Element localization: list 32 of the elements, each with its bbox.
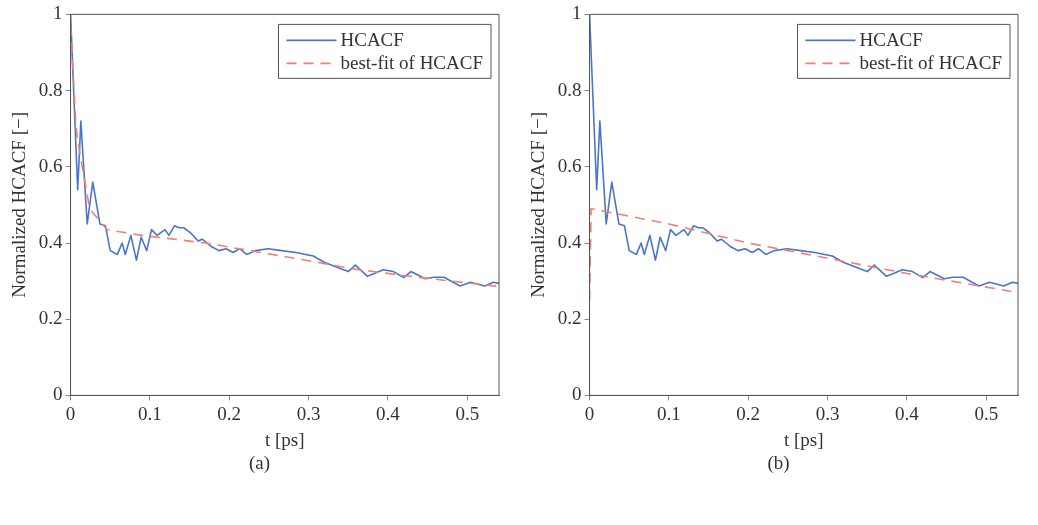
x-tick-label: 0.4 <box>376 402 401 424</box>
y-tick-label: 0.4 <box>38 230 64 252</box>
x-axis-title: t [ps] <box>783 428 824 450</box>
x-tick-label: 0.3 <box>815 402 840 424</box>
x-tick-label: 0.4 <box>895 402 920 424</box>
y-tick-label: 0.6 <box>557 154 582 176</box>
x-axis-title: t [ps] <box>264 428 305 450</box>
legend-label: best-fit of HCACF <box>859 52 1002 74</box>
x-tick-label: 0.2 <box>217 402 242 424</box>
y-tick-label: 1 <box>53 2 63 24</box>
x-tick-label: 0.3 <box>296 402 321 424</box>
legend-label: HCACF <box>340 29 404 51</box>
x-tick-label: 0.2 <box>736 402 761 424</box>
y-tick-label: 0.4 <box>557 230 583 252</box>
legend-label: best-fit of HCACF <box>340 52 483 74</box>
y-tick-label: 0 <box>572 383 582 405</box>
y-tick-label: 0 <box>53 383 63 405</box>
text: (b) <box>766 452 791 474</box>
legend-label: HCACF <box>859 29 923 51</box>
y-tick-label: 0.6 <box>38 154 63 176</box>
x-tick-label: 0.1 <box>657 402 681 424</box>
y-tick-label: 0.8 <box>557 78 582 100</box>
y-axis-title: Normalized HCACF [−] <box>527 111 549 298</box>
y-tick-label: 0.2 <box>38 307 63 329</box>
y-axis-title: Normalized HCACF [−] <box>8 111 30 298</box>
x-tick-label: 0.5 <box>974 402 999 424</box>
y-tick-label: 1 <box>572 2 582 24</box>
x-tick-label: 0.5 <box>455 402 480 424</box>
y-tick-label: 0.2 <box>557 307 582 329</box>
y-tick-label: 0.8 <box>38 78 63 100</box>
x-tick-label: 0.1 <box>138 402 162 424</box>
text: (a) <box>247 452 272 474</box>
